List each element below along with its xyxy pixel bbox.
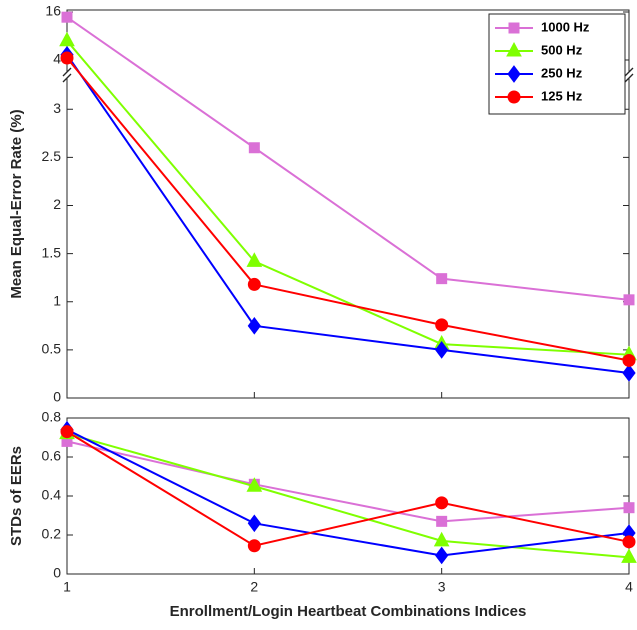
plot-frame [66, 417, 630, 575]
data-point [247, 539, 261, 553]
legend-marker [507, 90, 521, 104]
series-line [66, 430, 630, 547]
data-point [247, 514, 261, 533]
legend-label: 125 Hz [541, 88, 583, 103]
y-tick-label: 3 [53, 100, 61, 116]
series-line [66, 54, 630, 374]
series-line [66, 428, 630, 557]
data-point [622, 535, 636, 549]
x-tick-label: 4 [625, 579, 633, 595]
y-tick-label: 0 [53, 389, 61, 405]
legend-marker [507, 65, 521, 83]
axis-break-gap [62, 72, 72, 78]
data-point [621, 548, 637, 563]
data-point [61, 11, 73, 23]
data-point [247, 277, 261, 291]
data-point [435, 341, 449, 359]
y-tick-label: 0 [53, 565, 61, 581]
data-point [60, 425, 74, 439]
y-tick-label: 2.5 [42, 148, 62, 164]
data-point [435, 546, 449, 565]
legend-marker [506, 41, 522, 57]
data-point [435, 496, 449, 510]
data-point [59, 31, 75, 47]
x-tick-label: 3 [438, 579, 446, 595]
x-tick-label: 2 [250, 579, 258, 595]
x-tick-label: 1 [63, 579, 71, 595]
axis-break [624, 67, 634, 77]
y-tick-label: 0.6 [42, 448, 62, 464]
y-tick-label: 1 [53, 292, 61, 308]
x-axis-label: Enrollment/Login Heartbeat Combinations … [170, 603, 527, 620]
y-tick-label: 4 [53, 51, 61, 67]
legend-label: 250 Hz [541, 65, 583, 80]
series-line [66, 440, 630, 523]
series-line [66, 16, 630, 301]
legend-marker [508, 22, 520, 34]
data-point [623, 294, 635, 306]
series-line [66, 57, 630, 362]
y-tick-label: 0.8 [42, 409, 62, 425]
data-point [436, 273, 448, 285]
axis-break-gap [624, 72, 634, 78]
data-point [246, 252, 263, 267]
axis-break [624, 73, 634, 83]
legend-label: 1000 Hz [541, 19, 590, 34]
y-axis-label: STDs of EERs [8, 446, 25, 546]
series-line [66, 40, 630, 356]
data-point [246, 477, 263, 492]
y-axis-label: Mean Equal-Error Rate (%) [8, 109, 25, 298]
y-tick-label: 0.4 [42, 487, 62, 503]
data-point [622, 364, 636, 382]
data-point [433, 531, 450, 547]
axis-break [62, 67, 72, 77]
y-tick-label: 0.5 [42, 341, 62, 357]
data-point [623, 502, 635, 514]
data-point [435, 318, 449, 332]
legend-label: 500 Hz [541, 42, 583, 57]
y-tick-label: 1.5 [42, 244, 62, 260]
axis-break [62, 73, 72, 83]
series-line [66, 432, 630, 559]
y-tick-label: 0.2 [42, 526, 62, 542]
data-point [248, 142, 260, 154]
data-point [60, 51, 74, 65]
y-tick-label: 16 [45, 3, 61, 19]
data-point [436, 515, 448, 527]
data-point [622, 353, 636, 367]
y-tick-label: 2 [53, 196, 61, 212]
data-point [247, 316, 261, 335]
